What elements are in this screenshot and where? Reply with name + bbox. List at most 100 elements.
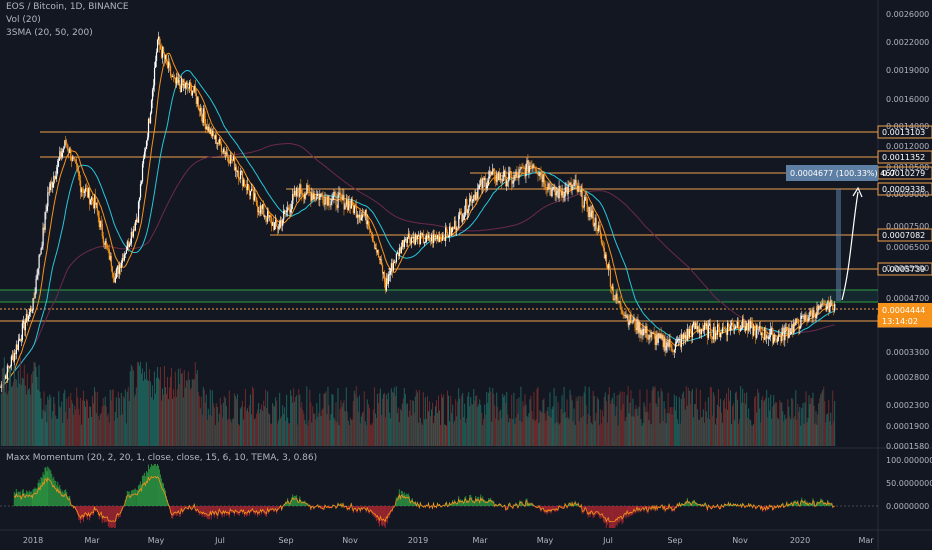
volume-bar xyxy=(630,390,632,446)
volume-bar xyxy=(686,405,688,446)
candle-body xyxy=(509,171,511,174)
volume-bar xyxy=(497,406,499,446)
candle-body xyxy=(345,200,347,205)
volume-bar xyxy=(590,422,592,446)
candle-body xyxy=(816,306,818,315)
volume-bar xyxy=(139,361,141,446)
candle-body xyxy=(469,198,471,206)
indicator-bar xyxy=(365,506,367,513)
candle-body xyxy=(700,329,703,335)
indicator-bar xyxy=(387,506,389,518)
indicator-bar xyxy=(321,506,323,509)
candle-body xyxy=(417,235,420,236)
candle-body xyxy=(358,214,360,218)
indicator-bar xyxy=(583,506,585,513)
volume-bar xyxy=(724,408,726,446)
legend-sma[interactable]: 3SMA (20, 50, 200) xyxy=(6,28,93,38)
volume-bar xyxy=(470,397,472,446)
candle-body xyxy=(400,246,403,253)
volume-bar xyxy=(190,387,192,446)
candle-body xyxy=(42,227,44,246)
volume-bar xyxy=(420,422,422,446)
volume-bar xyxy=(137,362,139,446)
legend-indicator[interactable]: Maxx Momentum (20, 2, 20, 1, close, clos… xyxy=(6,453,318,463)
indicator-bar xyxy=(466,500,468,506)
candle-body xyxy=(40,248,42,255)
indicator-bar xyxy=(303,501,305,506)
candle-body xyxy=(380,259,383,265)
volume-bar xyxy=(150,397,152,446)
volume-bar xyxy=(536,388,538,446)
candle-body xyxy=(276,219,278,227)
volume-bar xyxy=(40,398,42,446)
volume-bar xyxy=(552,406,554,446)
legend-vol[interactable]: Vol (20) xyxy=(6,15,41,25)
candle-body xyxy=(829,306,831,312)
indicator-bar xyxy=(40,476,42,506)
time-tick-label: May xyxy=(537,536,554,545)
candle-body xyxy=(94,195,96,205)
indicator-bar xyxy=(473,500,475,506)
candle-body xyxy=(638,322,640,333)
candle-body xyxy=(281,220,283,226)
volume-bar xyxy=(716,404,718,446)
legend-symbol[interactable]: EOS / Bitcoin, 1D, BINANCE xyxy=(6,2,129,12)
volume-bar xyxy=(629,402,631,446)
volume-bar xyxy=(257,409,259,446)
candle-body xyxy=(673,350,676,353)
candle-body xyxy=(244,185,247,187)
candle-body xyxy=(749,320,751,329)
indicator-bar xyxy=(219,506,221,515)
volume-bar xyxy=(342,403,344,446)
price-tick-label: 0.0012000 xyxy=(886,142,929,151)
volume-bar xyxy=(743,402,745,446)
candle-body xyxy=(740,328,742,332)
candle-body xyxy=(688,329,691,337)
candle-body xyxy=(171,76,174,77)
indicator-bar xyxy=(300,500,302,506)
indicator-bar xyxy=(823,503,825,506)
volume-bar xyxy=(100,412,102,446)
volume-bar xyxy=(391,391,393,446)
candle-body xyxy=(678,339,681,340)
candle-body xyxy=(789,328,791,335)
volume-bar xyxy=(307,425,309,446)
indicator-bar xyxy=(288,501,290,506)
volume-bar xyxy=(419,417,421,446)
volume-bar xyxy=(738,423,740,446)
volume-bar xyxy=(466,418,468,446)
volume-bar xyxy=(385,394,387,446)
volume-bar xyxy=(583,392,585,446)
candle-body xyxy=(97,211,99,218)
indicator-bar xyxy=(576,503,578,506)
candle-body xyxy=(800,315,802,328)
volume-bar xyxy=(288,423,290,446)
candle-body xyxy=(481,179,483,189)
volume-bar xyxy=(329,420,331,446)
candle-body xyxy=(537,173,539,175)
volume-bar xyxy=(628,413,630,446)
indicator-bar xyxy=(830,503,832,506)
candle-body xyxy=(815,314,817,318)
candle-body xyxy=(363,214,365,216)
candle-body xyxy=(203,108,205,120)
volume-bar xyxy=(667,392,669,446)
indicator-bar xyxy=(696,503,698,506)
indicator-bar xyxy=(598,506,600,518)
indicator-bar xyxy=(244,506,246,516)
candle-body xyxy=(641,329,643,336)
volume-bar xyxy=(136,361,138,446)
volume-bar xyxy=(719,398,721,446)
volume-bar xyxy=(492,388,494,446)
volume-bar xyxy=(530,395,532,446)
candle-body xyxy=(328,195,330,205)
volume-bar xyxy=(330,413,332,446)
candle-body xyxy=(611,286,614,289)
candle-body xyxy=(744,326,746,331)
volume-bar xyxy=(161,388,163,446)
indicator-bar xyxy=(456,503,458,506)
level-label: 0.0011352 xyxy=(882,153,925,162)
candle-body xyxy=(306,184,308,195)
indicator-bar xyxy=(297,499,299,506)
